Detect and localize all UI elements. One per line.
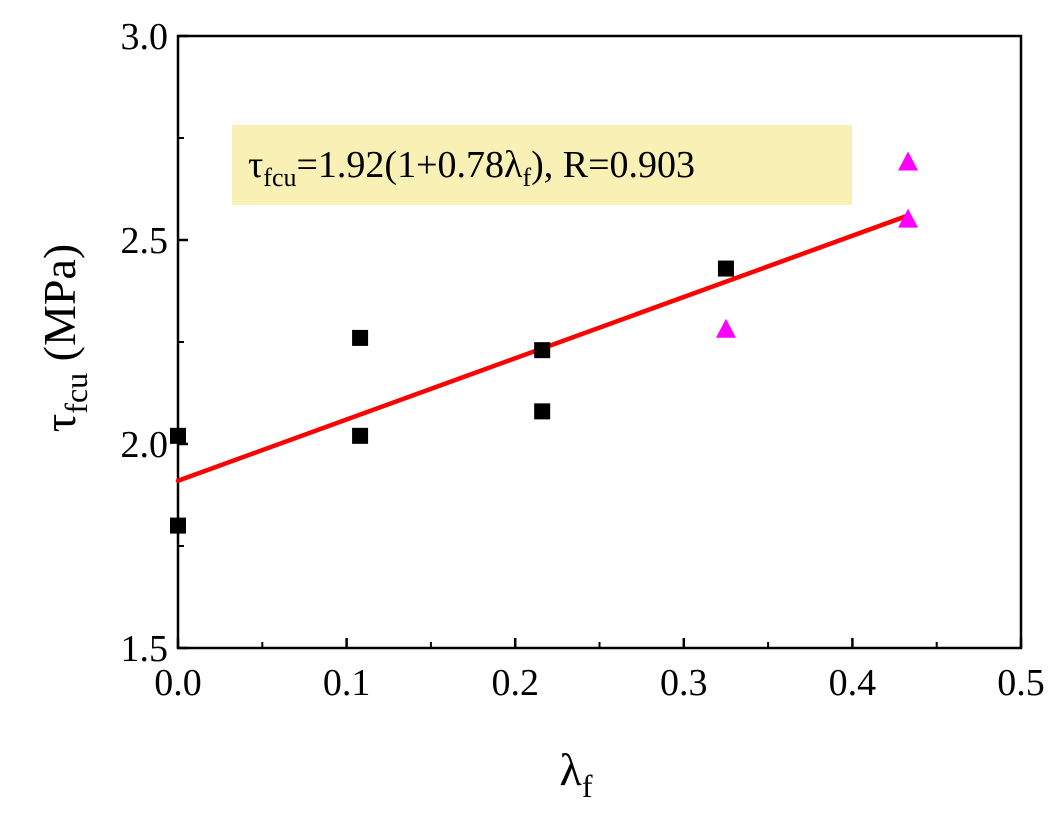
x-tick-label: 0.1 bbox=[323, 662, 371, 704]
triangle-point bbox=[898, 208, 919, 228]
square-point bbox=[352, 427, 369, 444]
y-tick-label: 3.0 bbox=[121, 16, 169, 58]
x-tick-label: 0.5 bbox=[997, 662, 1045, 704]
y-tick-label: 1.5 bbox=[121, 628, 169, 670]
square-point bbox=[534, 342, 551, 359]
square-point bbox=[717, 260, 734, 277]
square-point bbox=[170, 517, 186, 534]
data-points bbox=[170, 151, 919, 534]
fit-equation: τfcu=1.92(1+0.78λf), R=0.903 bbox=[248, 144, 695, 192]
triangle-point bbox=[715, 318, 736, 338]
x-tick-label: 0.0 bbox=[154, 662, 202, 704]
equation-box bbox=[232, 125, 852, 205]
x-tick-label: 0.4 bbox=[829, 662, 877, 704]
square-point bbox=[352, 329, 369, 346]
axis-ticks: 0.0 0.1 0.2 0.3 0.4 0.5 1.5 2.0 2.5 3.0 bbox=[121, 16, 1045, 704]
x-tick-label: 0.3 bbox=[660, 662, 708, 704]
y-tick-label: 2.5 bbox=[121, 220, 169, 262]
square-point bbox=[170, 427, 186, 444]
y-tick-label: 2.0 bbox=[121, 424, 169, 466]
x-tick-label: 0.2 bbox=[491, 662, 539, 704]
x-axis-title: λf bbox=[560, 744, 593, 804]
square-point bbox=[534, 403, 551, 420]
y-axis-title: τfcu (MPa) bbox=[34, 244, 94, 432]
triangle-point bbox=[898, 151, 919, 171]
